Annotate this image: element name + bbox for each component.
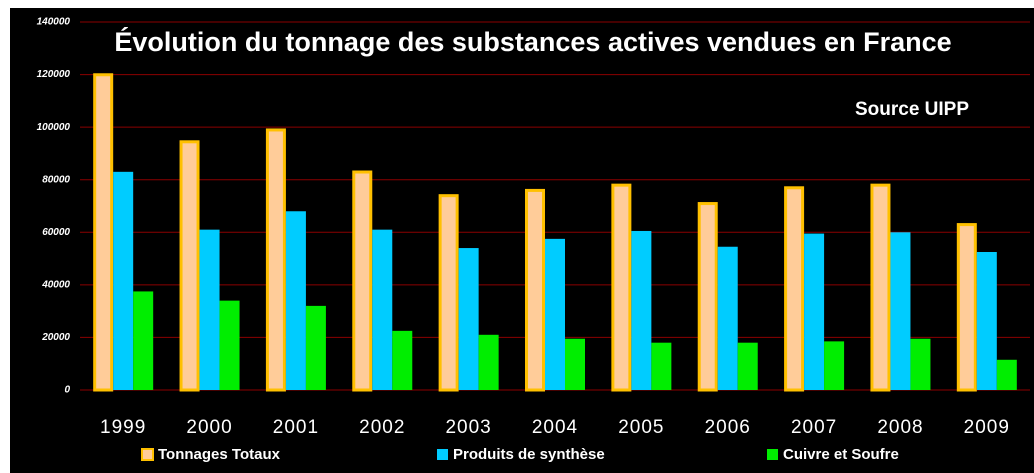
bar bbox=[824, 341, 845, 390]
bar bbox=[525, 188, 545, 392]
bar bbox=[784, 186, 805, 392]
y-tick-label: 0 bbox=[64, 385, 70, 396]
bar bbox=[113, 171, 134, 390]
bar bbox=[996, 359, 1017, 390]
bar bbox=[478, 334, 499, 390]
legend-label: Tonnages Totaux bbox=[158, 446, 281, 463]
y-tick-label: 40000 bbox=[41, 279, 70, 290]
bar bbox=[565, 338, 585, 390]
bar bbox=[870, 183, 891, 392]
bar bbox=[890, 232, 911, 390]
x-tick-label: 2009 bbox=[964, 417, 1010, 438]
y-tick-label: 60000 bbox=[42, 227, 70, 238]
bar bbox=[265, 128, 286, 392]
bar bbox=[804, 233, 825, 390]
annotation: Source UIPP bbox=[855, 99, 969, 120]
bar bbox=[219, 300, 240, 390]
x-tick-label: 2002 bbox=[359, 417, 405, 438]
chart-title: Évolution du tonnage des substances acti… bbox=[114, 26, 951, 57]
x-tick-label: 2005 bbox=[618, 417, 664, 438]
bar bbox=[697, 202, 718, 392]
legend-swatch bbox=[437, 449, 448, 460]
x-tick-label: 2004 bbox=[532, 417, 578, 438]
y-tick-label: 20000 bbox=[41, 332, 70, 343]
x-tick-label: 2008 bbox=[877, 417, 923, 438]
bar bbox=[956, 223, 977, 392]
bar bbox=[133, 291, 154, 390]
y-tick-label: 140000 bbox=[37, 17, 71, 28]
bar bbox=[458, 248, 479, 390]
bar bbox=[438, 194, 459, 392]
legend-swatch bbox=[767, 449, 778, 460]
bar bbox=[93, 73, 114, 392]
y-tick-label: 80000 bbox=[42, 174, 70, 185]
legend-swatch bbox=[141, 448, 154, 461]
x-tick-label: 1999 bbox=[100, 417, 146, 438]
bar bbox=[976, 252, 997, 390]
bar bbox=[631, 230, 652, 390]
x-tick-label: 2007 bbox=[791, 417, 837, 438]
bar bbox=[737, 342, 758, 390]
bar bbox=[651, 342, 672, 390]
bar bbox=[717, 246, 738, 390]
bar bbox=[285, 211, 306, 390]
bar bbox=[199, 229, 220, 390]
x-tick-label: 2001 bbox=[273, 417, 319, 438]
bar bbox=[305, 305, 326, 390]
x-tick-label: 2003 bbox=[445, 417, 491, 438]
x-tick-label: 2000 bbox=[186, 417, 232, 438]
bar bbox=[352, 170, 373, 392]
bar bbox=[910, 338, 931, 390]
bar bbox=[545, 238, 565, 390]
legend-label: Produits de synthèse bbox=[453, 446, 605, 463]
x-tick-label: 2006 bbox=[705, 417, 751, 438]
y-tick-label: 120000 bbox=[37, 69, 71, 80]
bar bbox=[392, 330, 413, 390]
bar bbox=[179, 140, 200, 392]
bar bbox=[372, 229, 393, 390]
legend-label: Cuivre et Soufre bbox=[783, 446, 899, 463]
bar bbox=[611, 183, 632, 392]
y-tick-label: 100000 bbox=[37, 122, 71, 133]
